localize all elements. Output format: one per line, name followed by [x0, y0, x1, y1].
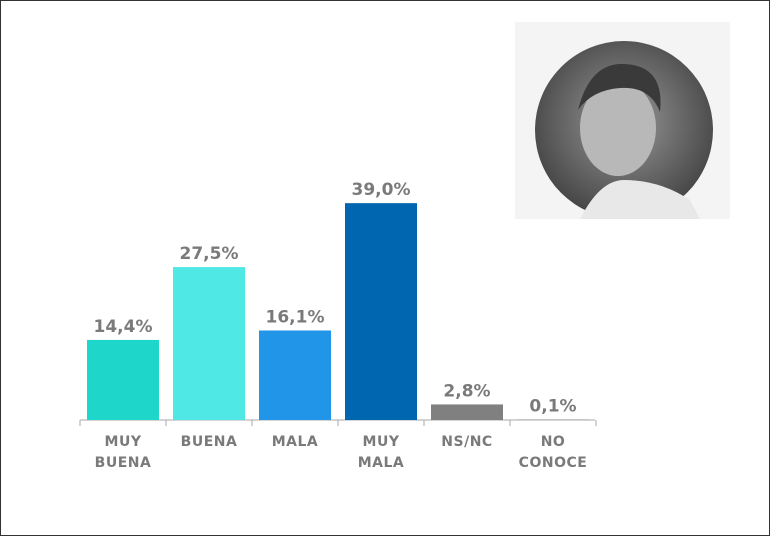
category-label: NO CONOCE	[519, 434, 588, 471]
value-label: 27,5%	[180, 244, 239, 264]
bar	[87, 339, 159, 420]
bar	[173, 267, 245, 420]
bar	[259, 330, 331, 420]
bar	[345, 203, 417, 420]
photo-hair	[578, 63, 661, 112]
category-label: MALA	[272, 434, 319, 450]
bar	[431, 404, 503, 420]
photo-face	[580, 80, 656, 176]
photo-shirt	[580, 180, 700, 219]
bar	[517, 419, 589, 420]
category-label: MUY BUENA	[95, 434, 152, 471]
value-label: 0,1%	[529, 396, 576, 416]
category-label: MUY MALA	[358, 434, 405, 471]
category-label: BUENA	[181, 434, 238, 450]
value-label: 16,1%	[266, 307, 325, 327]
value-label: 39,0%	[352, 180, 411, 200]
value-label: 14,4%	[94, 317, 153, 337]
value-label: 2,8%	[443, 381, 490, 401]
category-label: NS/NC	[441, 434, 492, 450]
